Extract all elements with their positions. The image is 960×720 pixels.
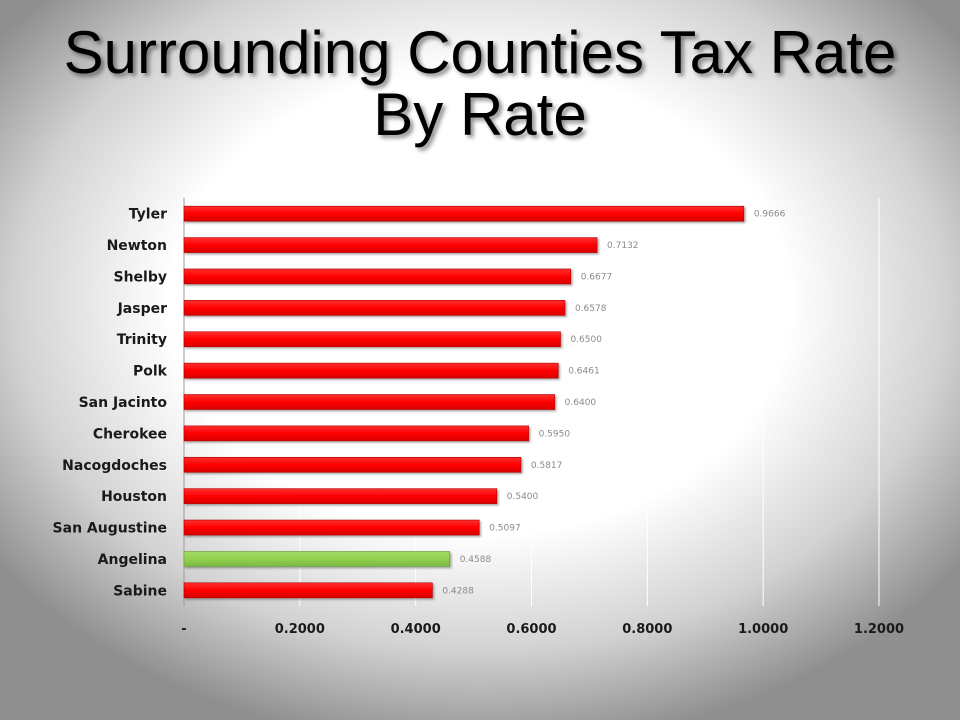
bar — [183, 237, 598, 253]
category-label: Houston — [101, 489, 167, 505]
x-tick-label: 1.2000 — [854, 622, 904, 637]
data-label: 0.6677 — [581, 272, 613, 282]
category-label: San Jacinto — [79, 395, 168, 411]
x-tick-label: 0.6000 — [506, 622, 556, 637]
data-label: 0.6578 — [575, 304, 607, 314]
bar — [183, 519, 480, 536]
data-label: 0.6500 — [570, 335, 602, 345]
data-label: 0.5817 — [531, 461, 563, 471]
x-tick-label: 0.8000 — [622, 622, 672, 637]
bar-highlight — [183, 551, 451, 567]
bar — [183, 205, 745, 222]
x-tick-label: 1.0000 — [738, 622, 788, 637]
bar — [183, 488, 498, 504]
category-label: Polk — [133, 364, 168, 380]
x-tick-label: - — [181, 622, 186, 637]
category-label: Trinity — [117, 332, 167, 348]
data-label: 0.5097 — [489, 524, 521, 534]
x-tick-label: 0.2000 — [275, 622, 325, 637]
bar — [183, 268, 572, 285]
chart-title-line-1: Surrounding Counties Tax Rate — [63, 19, 897, 86]
bar — [183, 362, 559, 379]
chart-title: Surrounding Counties Tax Rate By Rate — [0, 22, 960, 146]
category-label: Jasper — [117, 301, 168, 317]
data-label: 0.9666 — [754, 210, 786, 220]
category-label: Nacogdoches — [62, 458, 167, 474]
chart-title-line-2: By Rate — [373, 81, 587, 148]
bar — [183, 331, 561, 348]
data-label: 0.5950 — [539, 429, 571, 439]
data-label: 0.4588 — [460, 555, 492, 565]
category-label: Angelina — [98, 552, 167, 568]
x-tick-label: 0.4000 — [391, 622, 441, 637]
category-label: Shelby — [114, 269, 168, 285]
category-label: Cherokee — [93, 426, 167, 442]
category-label: Sabine — [113, 583, 167, 599]
category-label: San Augustine — [53, 521, 167, 537]
bar — [183, 394, 555, 410]
data-label: 0.7132 — [607, 241, 639, 251]
bar — [183, 582, 433, 599]
bar — [183, 300, 566, 316]
category-label: Newton — [107, 238, 167, 254]
data-label: 0.6461 — [568, 367, 600, 377]
data-label: 0.4288 — [442, 586, 474, 596]
bar — [183, 425, 529, 442]
bar — [183, 456, 522, 473]
category-label: Tyler — [129, 207, 167, 223]
data-label: 0.5400 — [507, 492, 539, 502]
data-label: 0.6400 — [565, 398, 597, 408]
